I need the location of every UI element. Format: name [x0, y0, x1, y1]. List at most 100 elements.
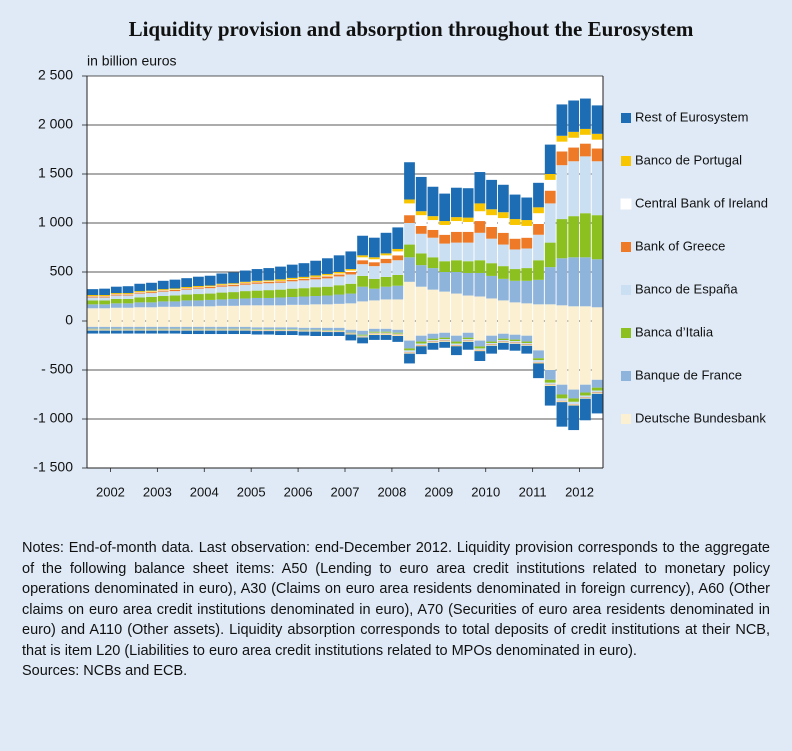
bar-provision [204, 293, 216, 300]
bar-absorption [99, 330, 110, 334]
bar-absorption [486, 341, 497, 344]
bar-provision [169, 289, 181, 292]
bar-absorption [239, 326, 251, 329]
bar-provision [380, 258, 392, 264]
bar-provision [462, 217, 474, 223]
bar-provision [251, 282, 263, 284]
bar-provision [415, 215, 427, 226]
bar-provision [333, 272, 345, 274]
bar-provision [333, 273, 345, 275]
bar-absorption [439, 332, 451, 338]
bar-provision [275, 281, 286, 283]
bar-absorption [568, 321, 580, 390]
bar-provision [181, 300, 193, 307]
bar-provision [357, 235, 368, 256]
bar-provision [263, 268, 275, 281]
bar-provision [474, 172, 486, 204]
bar-provision [193, 287, 204, 289]
bar-provision [157, 280, 169, 290]
bar-provision [251, 269, 263, 281]
bar-absorption [521, 335, 533, 342]
bar-provision [110, 286, 122, 294]
bar-provision [181, 286, 193, 288]
bar-provision [497, 300, 509, 321]
bar-absorption [345, 321, 357, 330]
bar-provision [462, 261, 474, 273]
bar-provision [157, 291, 169, 297]
bar-provision [99, 296, 110, 298]
bar-absorption [415, 346, 427, 355]
bar-absorption [556, 402, 568, 427]
bar-provision [286, 279, 298, 282]
bar-provision [228, 305, 239, 321]
bar-provision [404, 223, 415, 245]
bar-provision [146, 302, 157, 308]
bar-provision [497, 278, 509, 301]
bar-provision [474, 203, 486, 212]
bar-absorption [404, 350, 415, 353]
bar-absorption [521, 343, 533, 345]
bar-provision [427, 257, 439, 269]
bar-provision [439, 272, 451, 292]
bar-provision [509, 302, 521, 321]
bar-provision [251, 297, 263, 306]
bar-absorption [146, 326, 157, 329]
bar-absorption [404, 340, 415, 349]
bar-provision [533, 234, 544, 261]
bar-provision [122, 298, 134, 304]
bar-provision [251, 290, 263, 298]
bar-provision [286, 277, 298, 280]
bar-provision [404, 203, 415, 216]
bar-provision [345, 274, 357, 284]
bar-absorption [345, 334, 357, 341]
bar-absorption [427, 340, 439, 342]
bar-provision [345, 303, 357, 321]
bar-provision [591, 133, 603, 140]
bar-absorption [404, 353, 415, 364]
bar-provision [392, 248, 404, 252]
bar-provision [134, 292, 146, 294]
bar-provision [580, 306, 591, 321]
bar-absorption [157, 326, 169, 329]
bar-provision [146, 296, 157, 303]
bar-provision [544, 144, 556, 174]
bar-provision [157, 301, 169, 307]
bar-provision [169, 301, 181, 307]
bar-provision [439, 291, 451, 321]
bar-absorption [521, 321, 533, 336]
bar-absorption [193, 326, 204, 329]
bar-absorption [333, 321, 345, 328]
bar-provision [157, 306, 169, 321]
y-tick-label: 500 [50, 263, 74, 279]
bar-provision [357, 257, 368, 261]
bar-absorption [556, 384, 568, 395]
bar-absorption [357, 337, 368, 344]
bar-absorption [380, 321, 392, 329]
bar-absorption [556, 398, 568, 401]
bar-provision [298, 278, 310, 281]
bar-provision [157, 290, 169, 292]
bar-absorption [110, 330, 122, 334]
bar-provision [204, 286, 216, 289]
bar-absorption [544, 370, 556, 380]
bar-provision [368, 259, 380, 263]
bar-provision [544, 304, 556, 321]
chart-title: Liquidity provision and absorption throu… [129, 17, 694, 41]
legend-label: Rest of Eurosystem [635, 109, 748, 124]
bar-provision [122, 294, 134, 296]
x-tick-label: 2010 [471, 484, 500, 499]
bar-provision [216, 285, 228, 287]
bar-absorption [451, 321, 462, 336]
bar-provision [415, 225, 427, 234]
bar-provision [239, 270, 251, 282]
bar-provision [193, 288, 204, 295]
bar-provision [497, 232, 509, 245]
bar-provision [580, 257, 591, 307]
bar-provision [462, 188, 474, 218]
bar-provision [591, 259, 603, 308]
bar-provision [486, 209, 497, 216]
bar-provision [275, 297, 286, 306]
bar-provision [87, 308, 99, 321]
bar-provision [544, 242, 556, 268]
